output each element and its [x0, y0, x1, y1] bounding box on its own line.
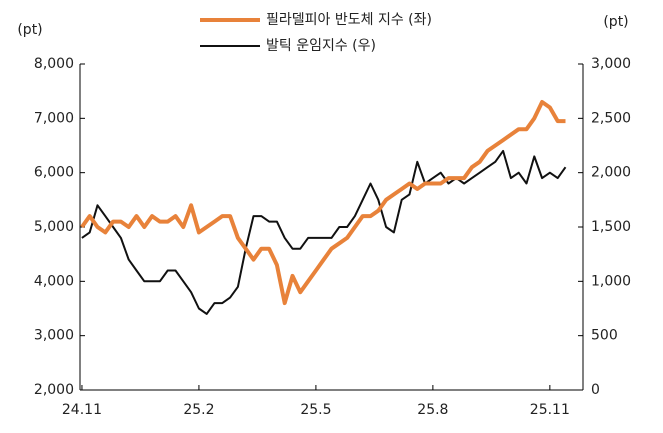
y-tick-label: 8,000: [34, 56, 74, 72]
y2-tick-label: 3,000: [591, 56, 631, 72]
y2-tick-label: 2,000: [591, 165, 631, 181]
y-tick-label: 3,000: [34, 328, 74, 344]
x-tick-label: 24.11: [62, 402, 102, 418]
y2-tick-label: 1,500: [591, 219, 631, 235]
x-tick-label: 25.8: [417, 402, 448, 418]
y2-axis-label: (pt): [603, 14, 628, 30]
y-tick-label: 5,000: [34, 219, 74, 235]
legend-label: 발틱 운임지수 (우): [266, 38, 376, 54]
x-tick-label: 25.2: [183, 402, 214, 418]
y-tick-label: 2,000: [34, 382, 74, 398]
y-tick-label: 7,000: [34, 110, 74, 126]
x-tick-label: 25.11: [530, 402, 570, 418]
y2-tick-label: 2,500: [591, 110, 631, 126]
y2-tick-label: 500: [591, 328, 618, 344]
y-axis-label: (pt): [17, 22, 42, 38]
y2-tick-label: 0: [591, 382, 600, 398]
series-line: [80, 100, 566, 306]
x-tick-label: 25.5: [300, 402, 331, 418]
y-tick-label: 6,000: [34, 165, 74, 181]
y2-tick-label: 1,000: [591, 273, 631, 289]
y-tick-label: 4,000: [34, 273, 74, 289]
series-line: [81, 149, 567, 315]
legend-label: 필라델피아 반도체 지수 (좌): [266, 12, 432, 28]
